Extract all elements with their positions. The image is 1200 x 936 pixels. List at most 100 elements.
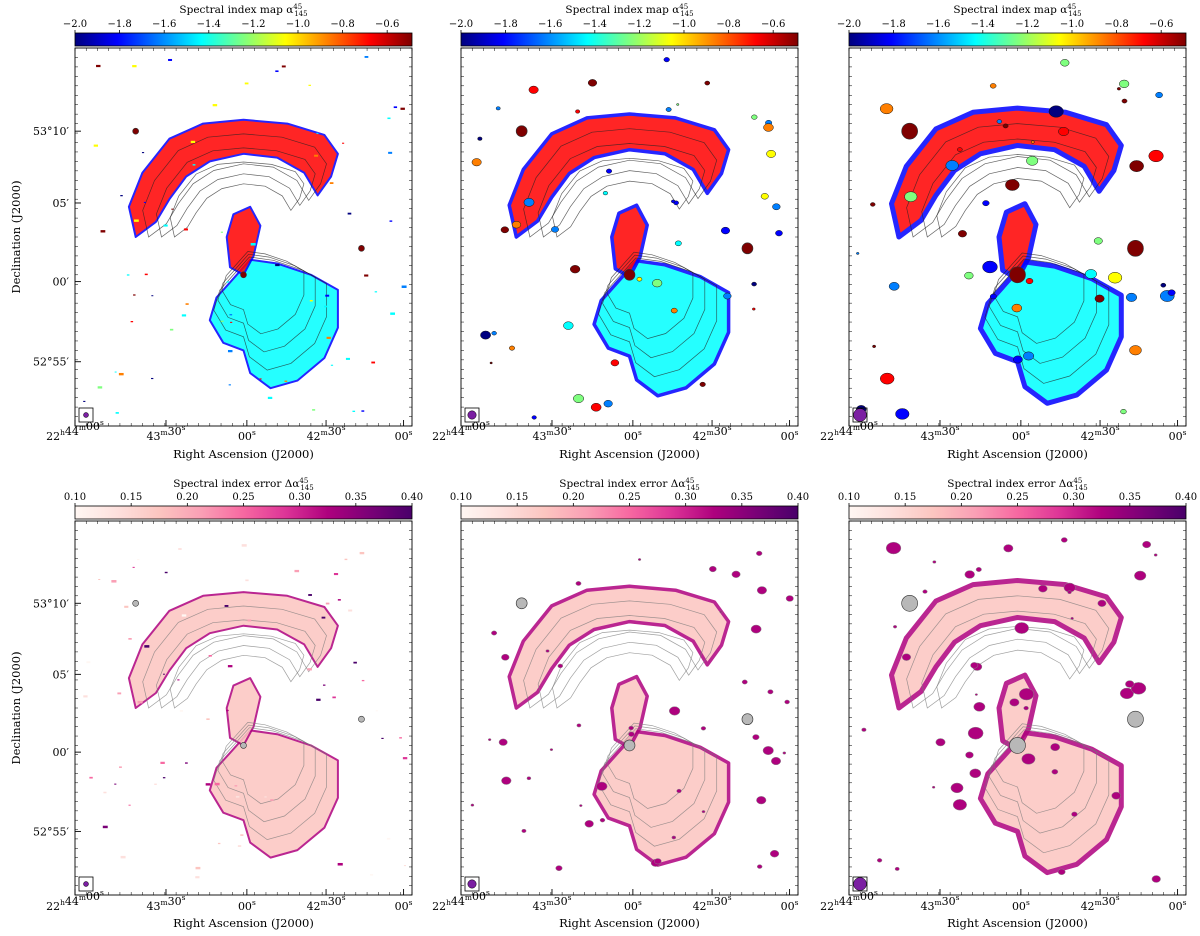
noise-speck bbox=[526, 776, 532, 781]
noise-speck bbox=[652, 279, 663, 288]
noise-speck bbox=[596, 781, 608, 791]
south-relic-emission bbox=[977, 259, 1124, 406]
dec-tick-label: 05′ bbox=[53, 197, 70, 210]
noise-speck bbox=[267, 396, 273, 400]
noise-speck bbox=[870, 202, 876, 207]
noise-speck bbox=[719, 610, 723, 614]
flux-contour bbox=[537, 615, 706, 709]
noise-speck bbox=[400, 107, 405, 110]
noise-speck bbox=[329, 182, 334, 184]
noise-speck bbox=[230, 321, 233, 323]
flux-contour bbox=[602, 725, 706, 828]
colorbar-tick-label: −1.8 bbox=[493, 19, 517, 30]
image-frame bbox=[848, 520, 1187, 896]
noise-speck bbox=[181, 314, 187, 317]
noise-speck bbox=[375, 710, 378, 712]
noise-speck bbox=[775, 230, 783, 237]
noise-speck bbox=[1005, 179, 1020, 191]
colorbar-tick-label: −2.0 bbox=[449, 19, 473, 30]
noise-speck bbox=[470, 803, 475, 807]
dec-tick-label: 00′ bbox=[53, 276, 70, 289]
point-source bbox=[515, 125, 528, 137]
noise-speck bbox=[177, 679, 180, 681]
noise-speck bbox=[205, 783, 211, 786]
colorbar-tick-label: −0.8 bbox=[1104, 19, 1128, 30]
colorbar-tick-label: −1.0 bbox=[672, 19, 696, 30]
dec-tick-label: 52°55′ bbox=[33, 356, 69, 369]
beam-ellipse bbox=[853, 877, 867, 891]
noise-speck bbox=[888, 282, 900, 291]
ra-tick-label: 00s bbox=[1012, 428, 1030, 443]
beam-ellipse bbox=[467, 410, 477, 420]
dec-tick-label: 00′ bbox=[53, 746, 70, 759]
noise-speck bbox=[137, 558, 140, 561]
noise-speck bbox=[932, 785, 936, 789]
noise-speck bbox=[308, 594, 312, 596]
colorbar-tick-label: −1.0 bbox=[286, 19, 310, 30]
ra-tick-label: 22h44m00s bbox=[820, 888, 878, 913]
noise-speck bbox=[224, 604, 229, 607]
image-frame bbox=[460, 520, 799, 896]
ra-tick-label: 00s bbox=[624, 898, 642, 913]
ra-tick-label: 22h44m00s bbox=[432, 888, 490, 913]
noise-speck bbox=[1125, 680, 1135, 688]
noise-speck bbox=[602, 191, 608, 196]
noise-speck bbox=[751, 114, 758, 120]
noise-speck bbox=[307, 668, 312, 671]
image-frame bbox=[74, 520, 413, 896]
noise-speck bbox=[100, 230, 106, 233]
flux-contour bbox=[537, 143, 706, 238]
noise-speck bbox=[922, 589, 928, 594]
noise-speck bbox=[603, 400, 613, 408]
noise-speck bbox=[1142, 540, 1152, 549]
colorbar-title: Spectral index error Δα45 145 bbox=[559, 477, 699, 492]
noise-speck bbox=[259, 378, 262, 380]
colorbar-tick-label: 0.25 bbox=[618, 492, 640, 503]
noise-speck bbox=[1125, 292, 1138, 302]
point-source bbox=[515, 597, 528, 610]
noise-speck bbox=[1084, 269, 1097, 279]
noise-speck bbox=[1057, 868, 1066, 875]
noise-speck bbox=[1070, 616, 1074, 620]
noise-speck bbox=[970, 662, 979, 669]
noise-speck bbox=[190, 140, 196, 143]
noise-speck bbox=[879, 103, 894, 115]
noise-speck bbox=[330, 364, 334, 366]
noise-speck bbox=[284, 380, 288, 382]
flux-contour bbox=[523, 128, 718, 238]
noise-speck bbox=[766, 149, 776, 158]
noise-speck bbox=[312, 409, 316, 411]
colorbar-tick-label: −1.2 bbox=[1015, 19, 1039, 30]
noise-speck bbox=[989, 83, 997, 89]
noise-speck bbox=[1038, 584, 1048, 593]
colorbar-tick-label: 0.10 bbox=[450, 492, 472, 503]
colorbar bbox=[74, 505, 413, 520]
central-source-emission bbox=[996, 672, 1039, 752]
colorbar-tick-label: 0.40 bbox=[1175, 492, 1197, 503]
ra-axis-label: Right Ascension (J2000) bbox=[173, 916, 314, 930]
noise-speck bbox=[1030, 140, 1035, 144]
central-source-emission bbox=[996, 201, 1039, 282]
noise-speck bbox=[599, 818, 606, 823]
noise-speck bbox=[1130, 682, 1147, 695]
ra-tick-label: 22h44m00s bbox=[432, 418, 490, 443]
noise-speck bbox=[130, 321, 134, 323]
north-relic-emission bbox=[889, 578, 1124, 711]
point-source bbox=[901, 594, 918, 612]
noise-speck bbox=[521, 828, 527, 833]
noise-speck bbox=[347, 212, 352, 215]
noise-speck bbox=[964, 271, 974, 280]
noise-speck bbox=[93, 144, 98, 147]
point-source bbox=[623, 268, 636, 281]
beam-box bbox=[464, 407, 480, 423]
noise-speck bbox=[650, 858, 661, 867]
point-source bbox=[1009, 737, 1026, 754]
noise-speck bbox=[325, 294, 330, 297]
flux-contour bbox=[523, 600, 718, 709]
flux-contour bbox=[984, 258, 1110, 384]
noise-speck bbox=[141, 152, 145, 154]
noise-speck bbox=[316, 132, 319, 134]
